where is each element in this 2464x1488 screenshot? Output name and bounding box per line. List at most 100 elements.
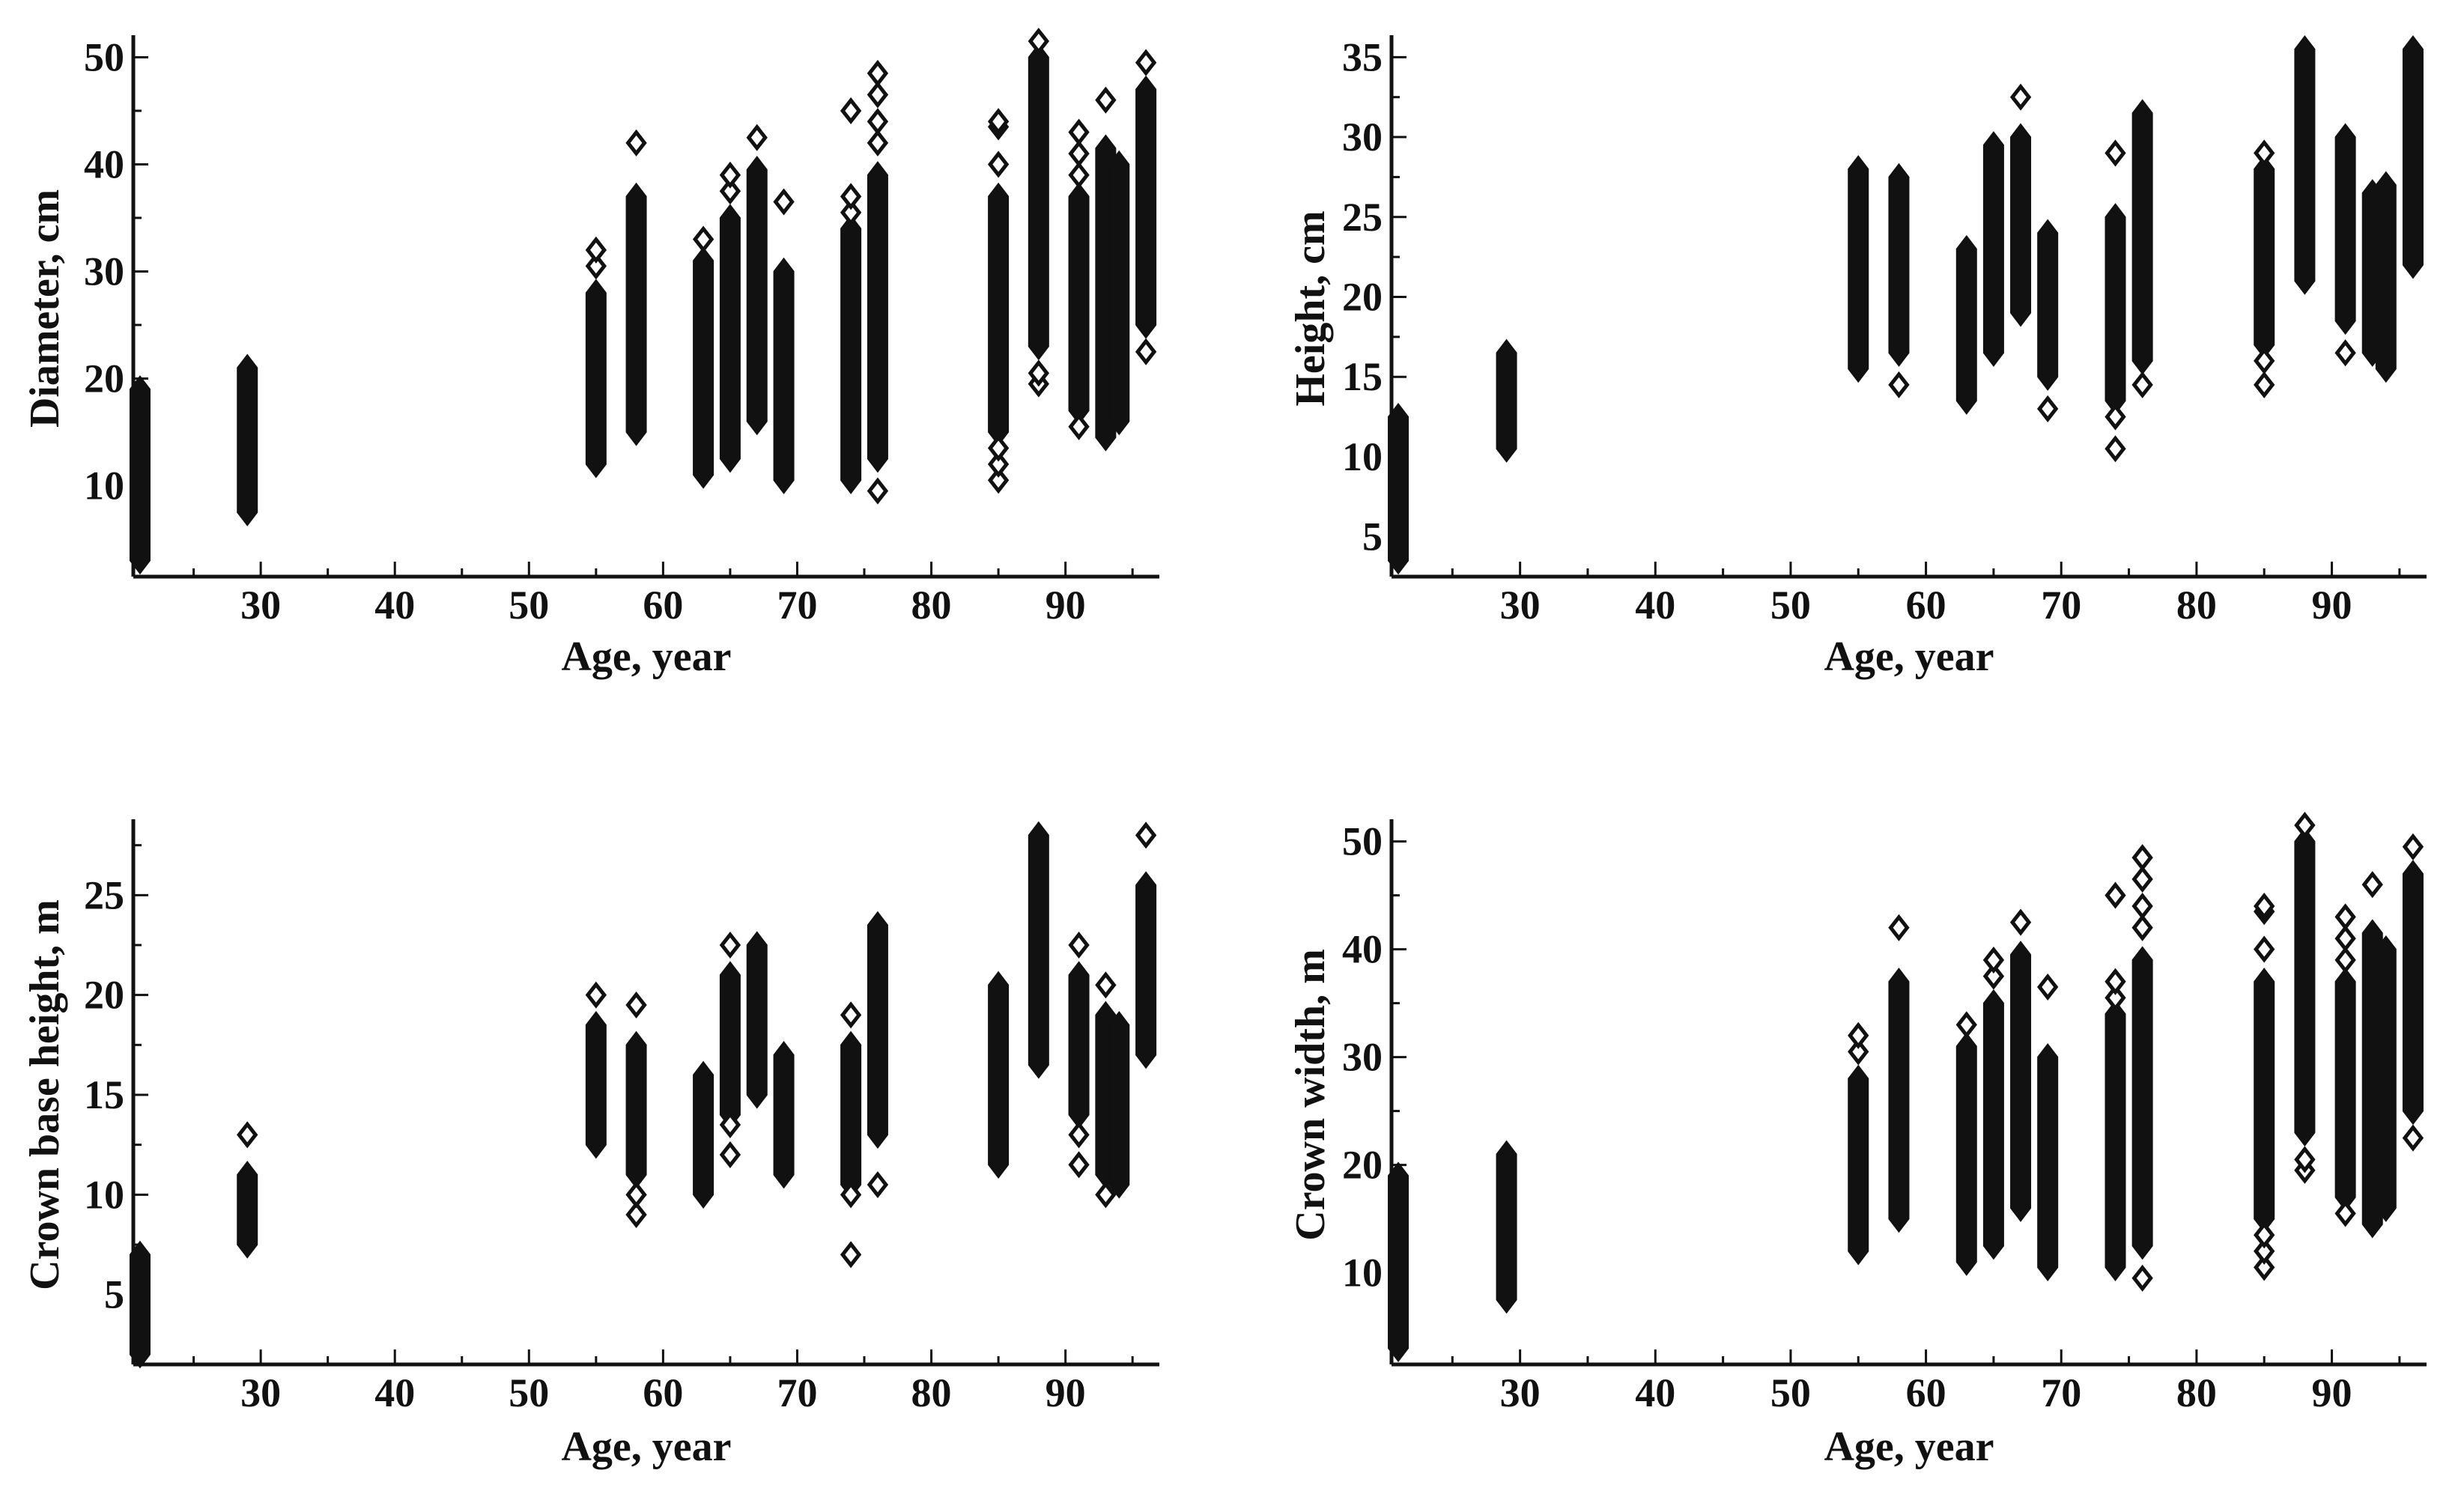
crown-width-m-outlier-point-88-2 [2294, 811, 2316, 839]
diameter-cm-outlier-point-76-4 [867, 59, 889, 87]
crown-width-m-outlier-point-55-0 [1848, 1038, 1869, 1066]
diameter-cm-outlier-point-85-1 [987, 450, 1010, 478]
crown-base-height-m-outlier-point-65-2 [719, 931, 741, 959]
crown-base-height-m-x-tick-label-30: 30 [240, 1370, 281, 1415]
crown-base-height-m-x-tick-label-50: 50 [509, 1370, 549, 1415]
diameter-cm-outlier-point-88-1 [1028, 359, 1049, 387]
height-cm-outlier-point-74-1 [2105, 403, 2126, 431]
height-cm-x-tick-label-70: 70 [2041, 583, 2081, 628]
crown-width-m-outlier-point-91-2 [2334, 925, 2356, 953]
crown-base-height-m-point-column-69 [773, 1041, 795, 1189]
diameter-cm-point-column-69 [773, 257, 795, 494]
crown-base-height-m-outlier-point-58-2 [625, 991, 647, 1019]
crown-width-m-point-column-65 [1982, 989, 2004, 1260]
crown-width-m-outlier-point-93-0 [2361, 871, 2383, 899]
diameter-cm-outlier-point-76-3 [867, 81, 889, 109]
height-cm-point-column-69 [2037, 219, 2059, 391]
diameter-cm-point-column-85 [988, 182, 1010, 446]
crown-width-m-y-tick-label-10: 10 [1342, 1251, 1383, 1296]
height-marks [1388, 35, 2424, 575]
height-cm-point-column-94 [2375, 171, 2397, 383]
crown-width-y-axis-label: Crown width, m [1287, 949, 1334, 1240]
height-cm-y-tick-label-20: 20 [1342, 274, 1383, 319]
crown-width-m-outlier-point-91-1 [2334, 946, 2356, 974]
diameter-x-axis-label: Age, year [561, 634, 731, 680]
height-cm-outlier-point-91-0 [2334, 339, 2356, 367]
diameter-cm-x-tick-label-40: 40 [374, 583, 415, 628]
crown-width-m-outlier-point-85-5 [2254, 892, 2275, 920]
height-cm-x-tick-label-80: 80 [2176, 583, 2217, 628]
crown-width-m-outlier-point-85-2 [2254, 1221, 2275, 1249]
crown-width-m-outlier-point-85-0 [2254, 1254, 2275, 1281]
crown-width-m-point-column-88 [2294, 827, 2316, 1147]
crown-base-height-m-point-column-96 [1135, 871, 1157, 1069]
crown-width-m-outlier-point-91-0 [2334, 1200, 2356, 1227]
crown-width-m-outlier-point-58-0 [1888, 914, 1910, 941]
height-panel: 30 40 50 60 70 80 90 5 10 15 20 25 30 35 Age, year He… [1287, 34, 2427, 680]
crown-width-m-point-column-76 [2131, 946, 2153, 1260]
diameter-cm-x-tick-label-80: 80 [911, 583, 952, 628]
height-cm-outlier-point-58-0 [1888, 371, 1910, 398]
diameter-cm-outlier-point-63-0 [692, 225, 714, 253]
crown-width-m-y-tick-label-40: 40 [1342, 927, 1383, 972]
crown-width-m-outlier-point-88-1 [2294, 1146, 2316, 1173]
crown-width-m-outlier-point-85-1 [2254, 1237, 2275, 1265]
diameter-cm-point-column-63 [693, 246, 714, 489]
crown-base-height-m-y-tick-label-15: 15 [84, 1072, 124, 1117]
crown-base-height-m-point-column-88 [1028, 821, 1049, 1079]
crown-base-height-marks [129, 821, 1157, 1369]
height-axes: 30 40 50 60 70 80 90 5 10 15 20 25 30 35 [1342, 34, 2427, 628]
height-cm-point-column-76 [2131, 99, 2153, 375]
height-cm-point-column-63 [1955, 234, 1977, 415]
diameter-cm-y-tick-label-10: 10 [84, 463, 124, 508]
crown-width-m-point-column-85 [2254, 968, 2275, 1233]
crown-base-height-m-outlier-point-91-2 [1068, 931, 1090, 959]
crown-width-m-outlier-point-76-3 [2131, 865, 2153, 893]
diameter-cm-y-tick-label-50: 50 [84, 34, 124, 79]
crown-base-height-m-outlier-point-74-1 [840, 1181, 862, 1209]
crown-base-height-m-outlier-point-74-0 [840, 1241, 862, 1269]
crown-base-height-m-y-tick-label-25: 25 [84, 872, 124, 917]
height-cm-x-tick-label-40: 40 [1635, 583, 1675, 628]
height-cm-outlier-point-85-2 [2254, 139, 2275, 167]
height-cm-point-column-65 [1982, 131, 2004, 367]
crown-base-height-m-outlier-point-55-0 [585, 981, 607, 1009]
height-cm-outlier-point-74-0 [2105, 435, 2126, 463]
crown-base-height-m-y-tick-label-5: 5 [104, 1272, 124, 1317]
crown-base-height-m-outlier-point-58-1 [625, 1181, 647, 1209]
crown-base-height-m-point-column-65 [719, 961, 741, 1129]
crown-base-height-y-axis-label: Crown base height, m [22, 899, 68, 1290]
height-cm-outlier-point-67-0 [2009, 83, 2032, 111]
diameter-cm-outlier-point-76-1 [867, 129, 889, 157]
diameter-cm-outlier-point-67-0 [746, 124, 768, 151]
diameter-cm-outlier-point-74-0 [840, 198, 862, 226]
crown-width-m-outlier-point-55-1 [1848, 1021, 1869, 1049]
crown-base-height-m-point-column-55 [585, 1011, 607, 1159]
diameter-cm-outlier-point-85-5 [987, 108, 1010, 136]
crown-base-height-m-x-tick-label-60: 60 [643, 1370, 683, 1415]
crown-width-m-point-column-55 [1848, 1064, 1869, 1266]
height-cm-outlier-point-85-0 [2254, 371, 2275, 398]
diameter-cm-point-column-94 [1108, 150, 1130, 436]
crown-base-height-m-outlier-point-93-1 [1095, 971, 1117, 999]
crown-width-m-x-tick-label-60: 60 [1906, 1370, 1946, 1415]
crown-base-height-axes: 30 40 50 60 70 80 90 5 10 15 20 25 [84, 819, 1159, 1415]
diameter-cm-x-tick-label-70: 70 [777, 583, 817, 628]
diameter-cm-point-column-74 [840, 214, 862, 494]
diameter-cm-outlier-point-88-2 [1028, 27, 1049, 55]
height-cm-point-column-74 [2105, 203, 2126, 415]
crown-width-m-x-tick-label-50: 50 [1770, 1370, 1811, 1415]
crown-base-height-m-outlier-point-58-0 [625, 1200, 647, 1229]
height-cm-outlier-point-74-2 [2105, 139, 2126, 167]
diameter-cm-outlier-point-96-1 [1135, 49, 1157, 76]
diameter-cm-outlier-point-96-0 [1135, 338, 1157, 365]
height-cm-point-column-29 [1496, 338, 1517, 463]
crown-width-marks [1388, 811, 2424, 1363]
crown-width-m-outlier-point-69-0 [2036, 973, 2059, 1001]
crown-width-m-outlier-point-65-0 [1982, 962, 2005, 990]
crown-width-m-point-column-94 [2375, 935, 2397, 1222]
crown-base-height-m-x-tick-label-70: 70 [777, 1370, 817, 1415]
crown-width-m-x-tick-label-40: 40 [1635, 1370, 1675, 1415]
